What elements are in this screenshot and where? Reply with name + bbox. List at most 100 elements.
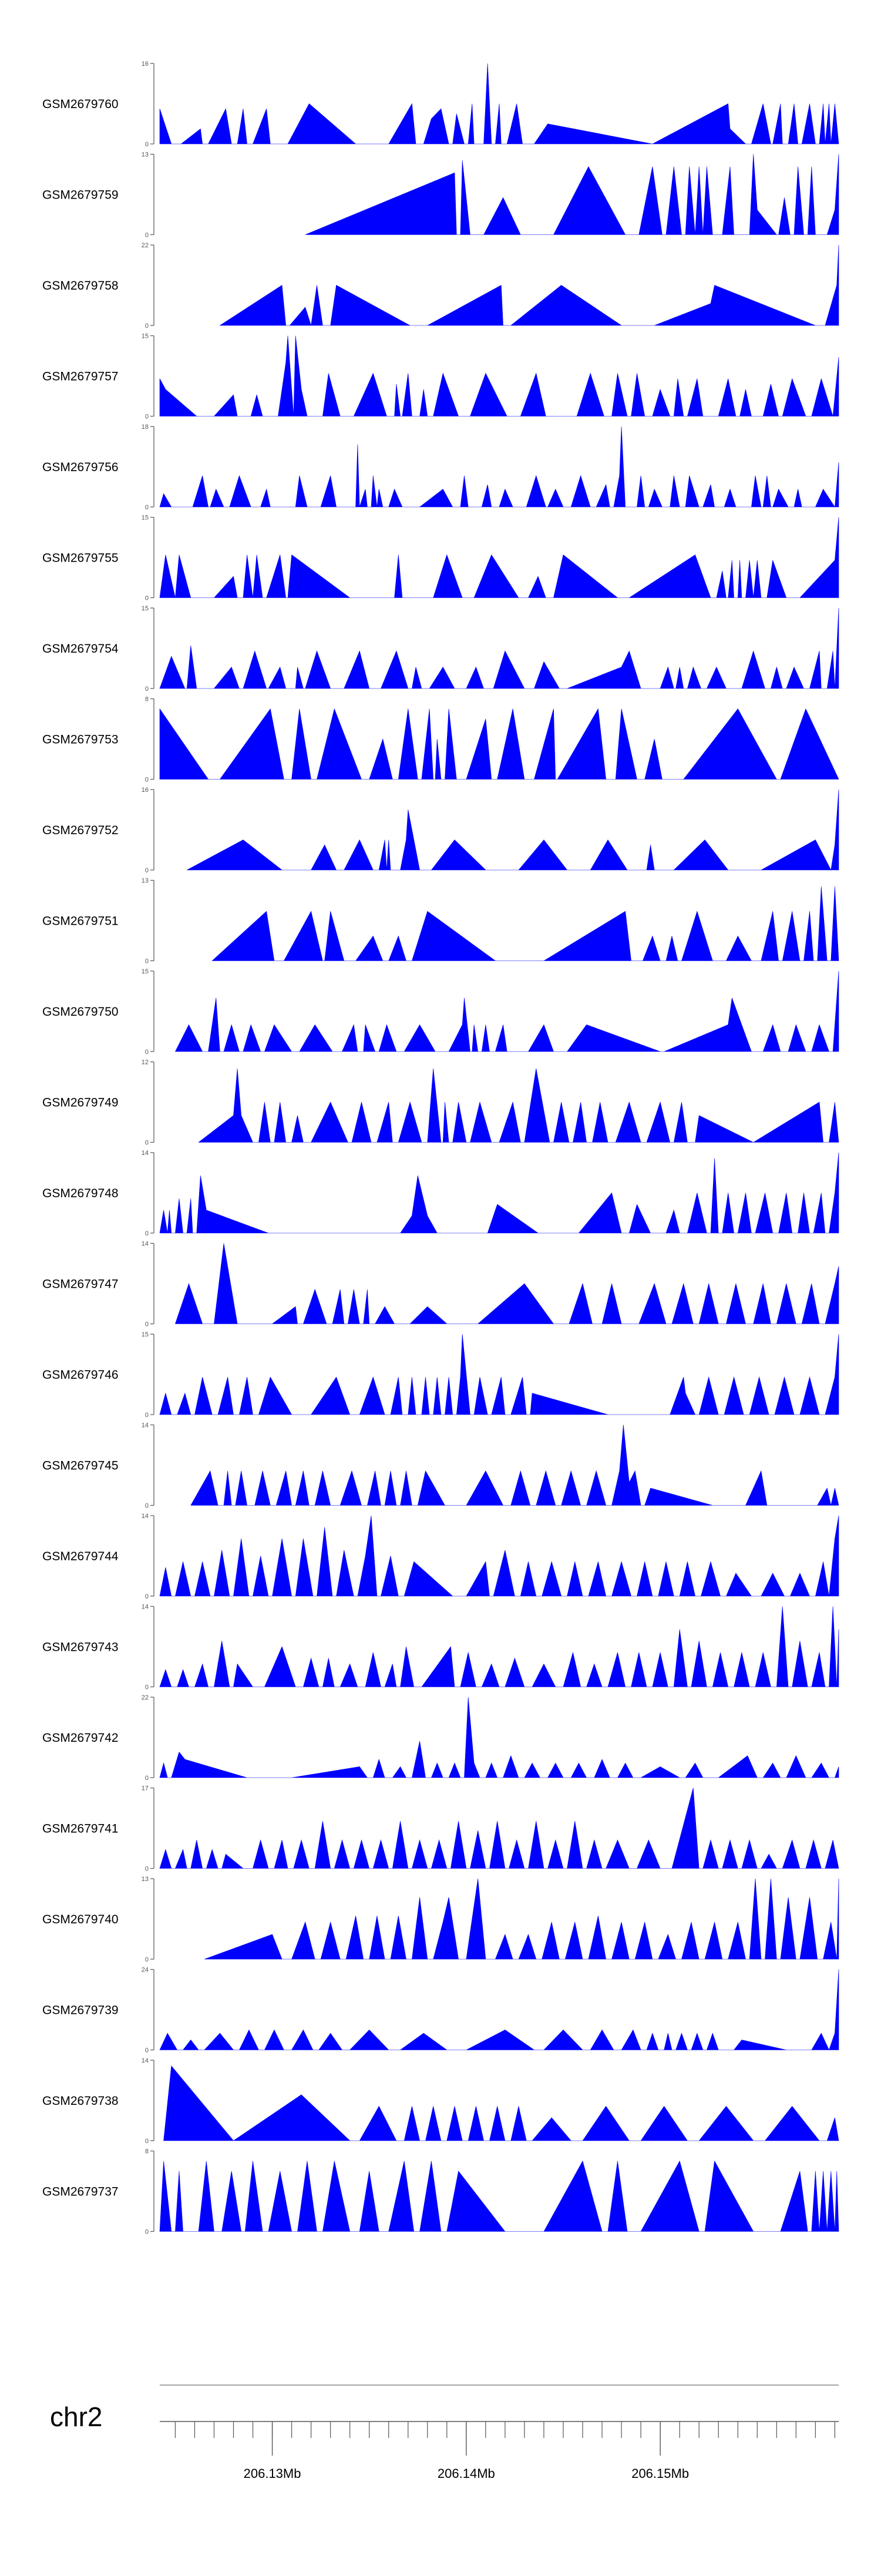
coverage-area (190, 1425, 839, 1506)
coverage-area (159, 426, 839, 508)
track-GSM2679740: GSM2679740 13 0 (42, 1876, 839, 1963)
coverage-area (305, 154, 839, 235)
y-zero-label: 0 (145, 1775, 149, 1782)
track-GSM2679738: GSM2679738 14 0 (42, 2057, 839, 2145)
track-GSM2679753: GSM2679753 8 0 (42, 696, 839, 784)
track-GSM2679746: GSM2679746 15 0 (42, 1331, 839, 1419)
coverage-area (159, 1697, 839, 1778)
coverage-area (198, 1068, 839, 1143)
y-zero-label: 0 (145, 141, 149, 148)
coverage-area (159, 1788, 839, 1869)
track-label: GSM2679748 (42, 1187, 119, 1200)
track-GSM2679737: GSM2679737 8 0 (42, 2148, 839, 2236)
track-GSM2679754: GSM2679754 15 0 (42, 605, 839, 693)
chromosome-label: chr2 (50, 2402, 102, 2432)
track-GSM2679750: GSM2679750 15 0 (42, 968, 839, 1056)
y-zero-label: 0 (145, 777, 149, 784)
y-max-label: 14 (142, 1150, 149, 1157)
y-max-label: 8 (145, 2148, 149, 2155)
y-max-label: 14 (142, 2057, 149, 2064)
axis-tick-label: 206.14Mb (438, 2466, 495, 2481)
coverage-area (159, 607, 839, 689)
y-max-label: 18 (142, 424, 149, 431)
track-GSM2679747: GSM2679747 14 0 (42, 1241, 839, 1328)
coverage-area (159, 517, 839, 598)
track-label: GSM2679759 (42, 189, 119, 202)
track-label: GSM2679753 (42, 733, 119, 747)
y-max-label: 16 (142, 787, 149, 794)
coverage-area (159, 2160, 839, 2232)
coverage-area (211, 886, 839, 961)
y-zero-label: 0 (145, 2229, 149, 2236)
y-max-label: 22 (142, 242, 149, 249)
track-GSM2679739: GSM2679739 24 0 (42, 1967, 839, 2054)
track-GSM2679748: GSM2679748 14 0 (42, 1150, 839, 1237)
track-label: GSM2679758 (42, 279, 119, 293)
coverage-area (159, 1152, 839, 1234)
track-GSM2679758: GSM2679758 22 0 (42, 242, 839, 330)
track-GSM2679757: GSM2679757 15 0 (42, 333, 839, 421)
y-max-label: 15 (142, 968, 149, 975)
y-zero-label: 0 (145, 2138, 149, 2145)
track-label: GSM2679739 (42, 2004, 119, 2017)
chromosome-axis: chr2 206.13Mb 206.14Mb 206.15Mb (50, 2384, 839, 2481)
y-zero-label: 0 (145, 1321, 149, 1328)
track-label: GSM2679746 (42, 1368, 119, 1382)
y-max-label: 24 (142, 1967, 149, 1974)
y-zero-label: 0 (145, 1140, 149, 1147)
coverage-area (159, 63, 839, 145)
track-label: GSM2679760 (42, 98, 119, 111)
y-max-label: 13 (142, 152, 149, 159)
axis-tick-label: 206.13Mb (244, 2466, 301, 2481)
track-GSM2679744: GSM2679744 14 0 (42, 1513, 839, 1600)
axis-tick-label: 206.15Mb (631, 2466, 689, 2481)
track-GSM2679742: GSM2679742 22 0 (42, 1694, 839, 1782)
y-max-label: 16 (142, 61, 149, 68)
coverage-area (159, 1515, 839, 1597)
coverage-area (159, 1606, 839, 1687)
coverage-area (163, 2065, 839, 2141)
y-max-label: 14 (142, 1513, 149, 1520)
coverage-area (219, 244, 839, 326)
track-GSM2679755: GSM2679755 15 0 (42, 515, 839, 602)
y-max-label: 14 (142, 1241, 149, 1248)
track-label: GSM2679744 (42, 1550, 119, 1563)
coverage-area (159, 1969, 839, 2051)
y-zero-label: 0 (145, 1684, 149, 1691)
coverage-area (204, 1878, 839, 1960)
track-label: GSM2679757 (42, 370, 119, 384)
y-zero-label: 0 (145, 595, 149, 602)
y-zero-label: 0 (145, 2047, 149, 2054)
y-zero-label: 0 (145, 504, 149, 511)
track-GSM2679741: GSM2679741 17 0 (42, 1785, 839, 1873)
track-label: GSM2679740 (42, 1913, 119, 1926)
coverage-area (174, 1243, 839, 1324)
y-zero-label: 0 (145, 1503, 149, 1510)
y-max-label: 13 (142, 1876, 149, 1883)
y-max-label: 17 (142, 1785, 149, 1792)
track-label: GSM2679747 (42, 1278, 119, 1291)
y-max-label: 15 (142, 515, 149, 522)
y-max-label: 8 (145, 696, 149, 703)
y-zero-label: 0 (145, 958, 149, 965)
track-label: GSM2679741 (42, 1822, 119, 1836)
y-zero-label: 0 (145, 1230, 149, 1237)
y-zero-label: 0 (145, 1866, 149, 1873)
y-max-label: 22 (142, 1694, 149, 1701)
track-GSM2679760: GSM2679760 16 0 (42, 61, 839, 148)
track-label: GSM2679750 (42, 1005, 119, 1019)
track-GSM2679756: GSM2679756 18 0 (42, 424, 839, 511)
track-label: GSM2679743 (42, 1641, 119, 1654)
y-zero-label: 0 (145, 1956, 149, 1963)
track-label: GSM2679742 (42, 1731, 119, 1745)
y-max-label: 12 (142, 1059, 149, 1066)
y-max-label: 15 (142, 605, 149, 612)
y-zero-label: 0 (145, 1593, 149, 1600)
y-max-label: 15 (142, 333, 149, 340)
y-max-label: 13 (142, 878, 149, 885)
track-label: GSM2679745 (42, 1459, 119, 1473)
coverage-area (159, 708, 839, 780)
track-label: GSM2679754 (42, 642, 119, 656)
